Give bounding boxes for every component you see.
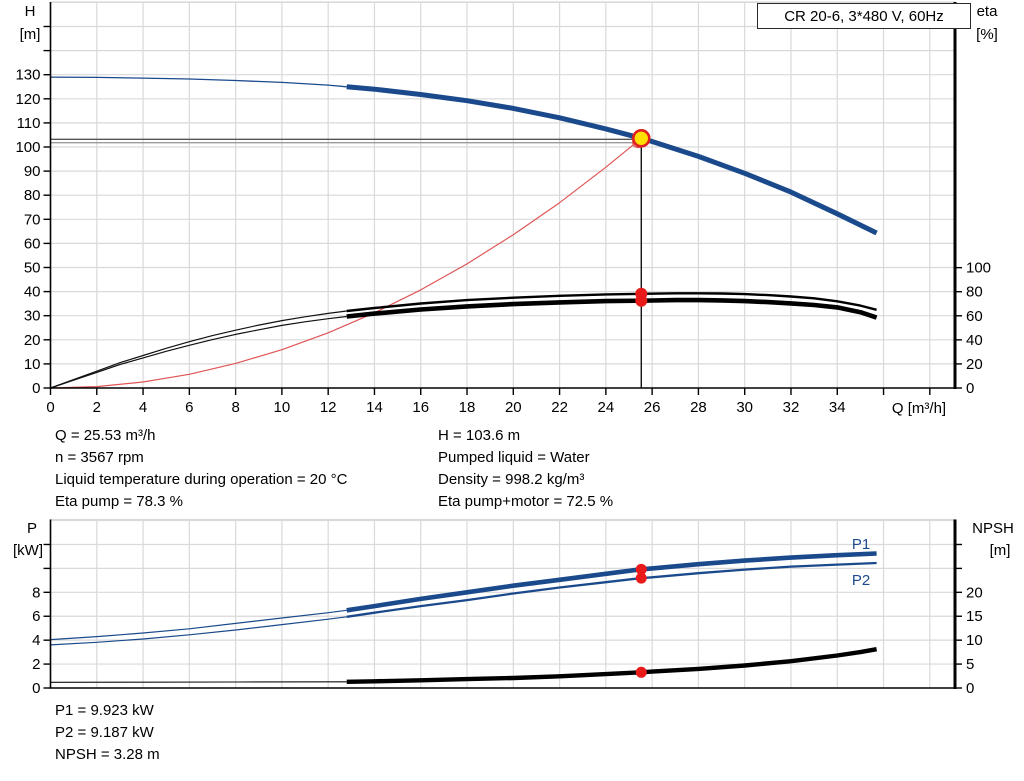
hq-curve-extension (50, 76, 347, 88)
tick-label: 4 (32, 632, 40, 649)
tick-label: 60 (966, 308, 983, 325)
info-p2: P2 = 9.187 kW (55, 724, 154, 741)
tick-label: 34 (829, 399, 846, 416)
tick-label: 120 (15, 91, 40, 108)
h-axis-unit: [m] (20, 26, 41, 43)
tick-label: 15 (966, 608, 983, 625)
tick-label: 80 (24, 187, 41, 204)
tick-label: 80 (966, 284, 983, 301)
eta-pump-motor-point (635, 294, 648, 307)
p2-curve-extension (50, 616, 347, 646)
tick-label: 0 (966, 380, 974, 397)
p2-point (635, 572, 647, 584)
tick-label: 0 (32, 680, 40, 697)
tick-label: 22 (551, 399, 568, 416)
tick-label: 20 (505, 399, 522, 416)
p1-curve (346, 551, 877, 613)
npsh-curve (346, 647, 877, 684)
p-axis-title: P (27, 520, 37, 537)
p1-curve-label: P1 (852, 536, 870, 553)
power-npsh-chart-layer: 0 2 4 6 8 0 5 10 15 20 (32, 518, 983, 697)
tick-label: 50 (24, 260, 41, 277)
pump-title-box: CR 20-6, 3*480 V, 60Hz (757, 3, 971, 29)
tick-label: 30 (24, 308, 41, 325)
tick-label: 20 (24, 332, 41, 349)
info-density: Density = 998.2 kg/m³ (438, 471, 585, 488)
tick-label: 10 (966, 632, 983, 649)
eta-axis-unit: [%] (976, 26, 998, 43)
tick-label: 18 (459, 399, 476, 416)
power-info-block: P1 = 9.923 kW P2 = 9.187 kW NPSH = 3.28 … (55, 700, 160, 766)
p2-curve (346, 561, 877, 618)
system-curve (50, 137, 642, 389)
npsh-curve-extension (50, 681, 347, 683)
tick-label: 100 (15, 139, 40, 156)
npsh-axis-title: NPSH (972, 520, 1014, 537)
tick-label: 0 (46, 399, 54, 416)
tick-label: 90 (24, 163, 41, 180)
tick-label: 2 (93, 399, 101, 416)
tick-label: 40 (24, 284, 41, 301)
tick-label: 10 (274, 399, 291, 416)
eta-axis-title: eta (977, 3, 999, 20)
tick-label: 0 (966, 680, 974, 697)
tick-label: 14 (366, 399, 383, 416)
tick-label: 2 (32, 656, 40, 673)
duty-info-left: Q = 25.53 m³/h n = 3567 rpm Liquid tempe… (55, 425, 347, 513)
tick-label: 40 (966, 332, 983, 349)
tick-label: 24 (598, 399, 615, 416)
eta-pump-extension (50, 310, 347, 389)
info-flow: Q = 25.53 m³/h (55, 427, 156, 444)
info-p1: P1 = 9.923 kW (55, 702, 154, 719)
info-pumped-liquid: Pumped liquid = Water (438, 449, 590, 466)
q-axis-label: Q [m³/h] (892, 400, 946, 417)
duty-info-right: H = 103.6 m Pumped liquid = Water Densit… (438, 425, 613, 513)
tick-label: 26 (644, 399, 661, 416)
duty-point-marker (631, 129, 651, 148)
tick-label: 70 (24, 211, 41, 228)
info-head: H = 103.6 m (438, 427, 521, 444)
tick-label: 130 (15, 67, 40, 84)
info-speed: n = 3567 rpm (55, 449, 144, 466)
tick-label: 0 (32, 380, 40, 397)
tick-label: 8 (231, 399, 239, 416)
tick-label: 12 (320, 399, 337, 416)
eta-pump-motor-curve (346, 297, 878, 320)
tick-label: 16 (412, 399, 429, 416)
p1-curve-extension (50, 609, 347, 641)
tick-label: 32 (783, 399, 800, 416)
info-eta-pump: Eta pump = 78.3 % (55, 493, 183, 510)
tick-label: 6 (32, 608, 40, 625)
tick-label: 20 (966, 584, 983, 601)
p2-curve-label: P2 (852, 572, 870, 589)
tick-label: 8 (32, 584, 40, 601)
hq-curve-main (346, 84, 878, 236)
p-axis-unit: [kW] (13, 542, 43, 559)
tick-label: 60 (24, 235, 41, 252)
tick-label: 20 (966, 356, 983, 373)
eta-pump-motor-extension (50, 315, 347, 389)
hq-chart-layer: 0102030405060708090100110120130020406080… (15, 1, 991, 416)
eta-pump-curve (346, 292, 877, 313)
tick-label: 10 (24, 356, 41, 373)
info-npsh: NPSH = 3.28 m (55, 746, 160, 763)
info-eta-pump-motor: Eta pump+motor = 72.5 % (438, 493, 614, 510)
tick-label: 110 (17, 115, 41, 132)
tick-label: 6 (185, 399, 193, 416)
tick-label: 30 (736, 399, 753, 416)
info-liquid-temperature: Liquid temperature during operation = 20… (55, 471, 348, 488)
tick-label: 4 (139, 399, 147, 416)
npsh-axis-unit: [m] (990, 542, 1011, 559)
npsh-point (635, 666, 647, 678)
h-axis-title: H (25, 3, 36, 20)
tick-label: 100 (966, 260, 991, 277)
tick-label: 28 (690, 399, 707, 416)
p1-point (635, 563, 647, 575)
tick-label: 5 (966, 656, 974, 673)
